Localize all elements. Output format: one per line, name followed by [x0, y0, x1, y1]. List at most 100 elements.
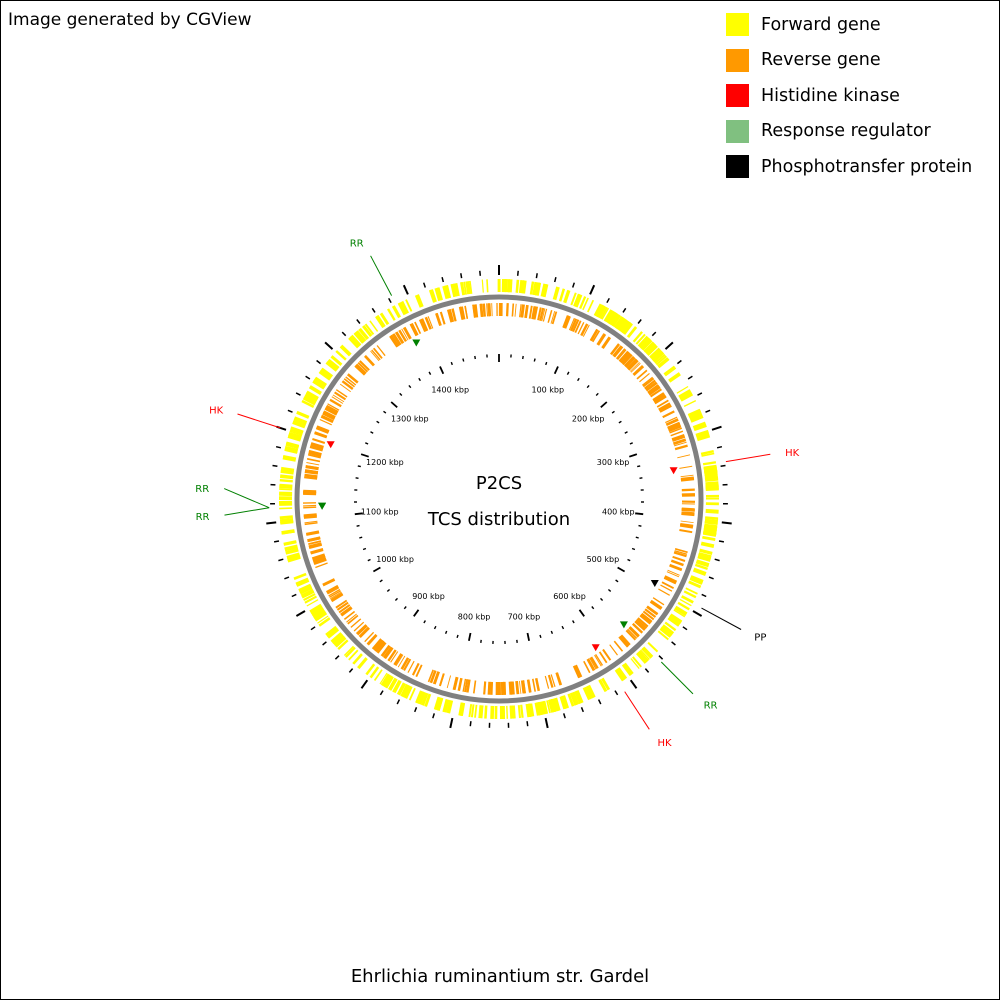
reverse-gene-mark — [327, 403, 340, 411]
forward-gene-mark — [392, 679, 401, 693]
forward-gene-mark — [357, 657, 367, 669]
reverse-gene-mark — [304, 521, 318, 526]
forward-gene-mark — [657, 357, 670, 369]
reverse-gene-mark — [673, 551, 687, 558]
reverse-gene-mark — [486, 303, 489, 317]
forward-gene-mark — [352, 653, 363, 665]
reverse-gene-mark — [439, 311, 446, 325]
ruler-tick — [578, 609, 585, 617]
reverse-gene-mark — [516, 681, 519, 695]
ruler-tick — [539, 634, 542, 639]
forward-gene-mark — [698, 553, 712, 559]
response-regulator-swatch-icon — [726, 119, 749, 143]
forward-gene-mark — [698, 552, 712, 558]
ruler-tick — [399, 392, 403, 396]
reverse-gene-mark — [669, 427, 683, 434]
hk-leader-line — [237, 413, 281, 429]
reverse-gene-mark — [312, 555, 326, 562]
histidine-kinase-swatch-icon — [726, 84, 749, 108]
ruler-label: 700 kbp — [508, 612, 541, 621]
reverse-gene-mark — [681, 488, 695, 492]
hk-feature-label: HK — [658, 738, 673, 749]
forward-gene-mark — [481, 279, 484, 293]
reverse-gene-mark — [433, 671, 439, 685]
reverse-gene-mark — [609, 644, 618, 656]
reverse-gene-mark — [311, 553, 325, 560]
forward-gene-mark — [539, 701, 547, 715]
rr-leader-line — [660, 661, 694, 695]
forward-gene-mark — [516, 279, 520, 293]
reverse-gene-mark — [644, 379, 656, 390]
reverse-gene-mark — [353, 621, 365, 632]
forward-gene-mark — [416, 690, 424, 704]
forward-gene-mark — [615, 317, 625, 330]
reverse-gene-swatch-icon — [726, 48, 749, 72]
forward-gene-mark — [313, 610, 326, 619]
reverse-gene-mark — [632, 364, 644, 376]
outer-tick — [716, 445, 723, 449]
forward-gene-mark — [641, 339, 653, 351]
forward-gene-mark — [280, 466, 295, 473]
ruler-tick — [359, 536, 363, 539]
outer-tick — [396, 699, 401, 705]
forward-gene-mark — [320, 367, 333, 379]
reverse-gene-mark — [550, 310, 556, 324]
outer-tick — [606, 297, 610, 304]
reverse-gene-mark — [583, 660, 591, 674]
reverse-gene-mark — [590, 656, 599, 669]
rr-feature-label: RR — [350, 239, 364, 250]
hk-leader-line — [624, 691, 650, 730]
forward-gene-mark — [705, 487, 719, 491]
reverse-gene-mark — [490, 681, 494, 695]
reverse-gene-mark — [674, 444, 688, 451]
reverse-gene-mark — [661, 581, 675, 590]
reverse-gene-mark — [674, 550, 688, 555]
reverse-gene-mark — [338, 604, 351, 614]
reverse-gene-mark — [312, 438, 326, 444]
ruler-label: 100 kbp — [531, 385, 564, 394]
reverse-gene-mark — [572, 665, 581, 679]
forward-gene-mark — [705, 481, 719, 487]
outer-tick — [701, 593, 707, 598]
reverse-gene-mark — [542, 308, 548, 322]
reverse-gene-mark — [472, 304, 477, 318]
reverse-gene-mark — [310, 443, 324, 449]
forward-gene-mark — [689, 413, 704, 423]
reverse-gene-mark — [340, 607, 353, 617]
forward-gene-mark — [669, 614, 682, 625]
reverse-gene-mark — [641, 376, 654, 386]
forward-gene-mark — [664, 367, 677, 377]
reverse-gene-mark — [658, 402, 671, 411]
reverse-gene-mark — [411, 662, 420, 676]
reverse-gene-mark — [305, 467, 319, 471]
reverse-gene-mark — [357, 362, 369, 373]
forward-gene-mark — [279, 507, 293, 510]
forward-gene-mark — [282, 456, 297, 462]
reverse-gene-mark — [427, 669, 434, 683]
forward-gene-mark — [429, 289, 437, 303]
legend: Forward gene Reverse gene Histidine kina… — [726, 7, 972, 185]
reverse-gene-mark — [313, 558, 327, 566]
outer-tick — [322, 641, 327, 646]
outer-tick — [379, 690, 384, 696]
ruler-tick — [566, 371, 570, 375]
reverse-gene-mark — [305, 530, 320, 536]
reverse-gene-mark — [653, 394, 667, 404]
forward-gene-mark — [387, 677, 398, 691]
forward-gene-mark — [522, 280, 527, 294]
reverse-gene-mark — [681, 512, 695, 517]
reverse-gene-mark — [389, 334, 399, 348]
rr-leader-line — [224, 488, 270, 509]
forward-gene-mark — [643, 341, 655, 353]
reverse-gene-mark — [510, 681, 513, 695]
reverse-gene-mark — [466, 679, 471, 693]
outer-tick — [516, 270, 519, 276]
forward-gene-mark — [279, 485, 293, 490]
reverse-gene-mark — [482, 303, 486, 317]
forward-gene-mark — [654, 353, 666, 364]
reverse-gene-mark — [622, 354, 633, 366]
outer-tick — [341, 331, 347, 337]
outer-tick — [275, 445, 282, 449]
reverse-gene-mark — [659, 404, 672, 413]
outer-tick — [469, 721, 472, 727]
